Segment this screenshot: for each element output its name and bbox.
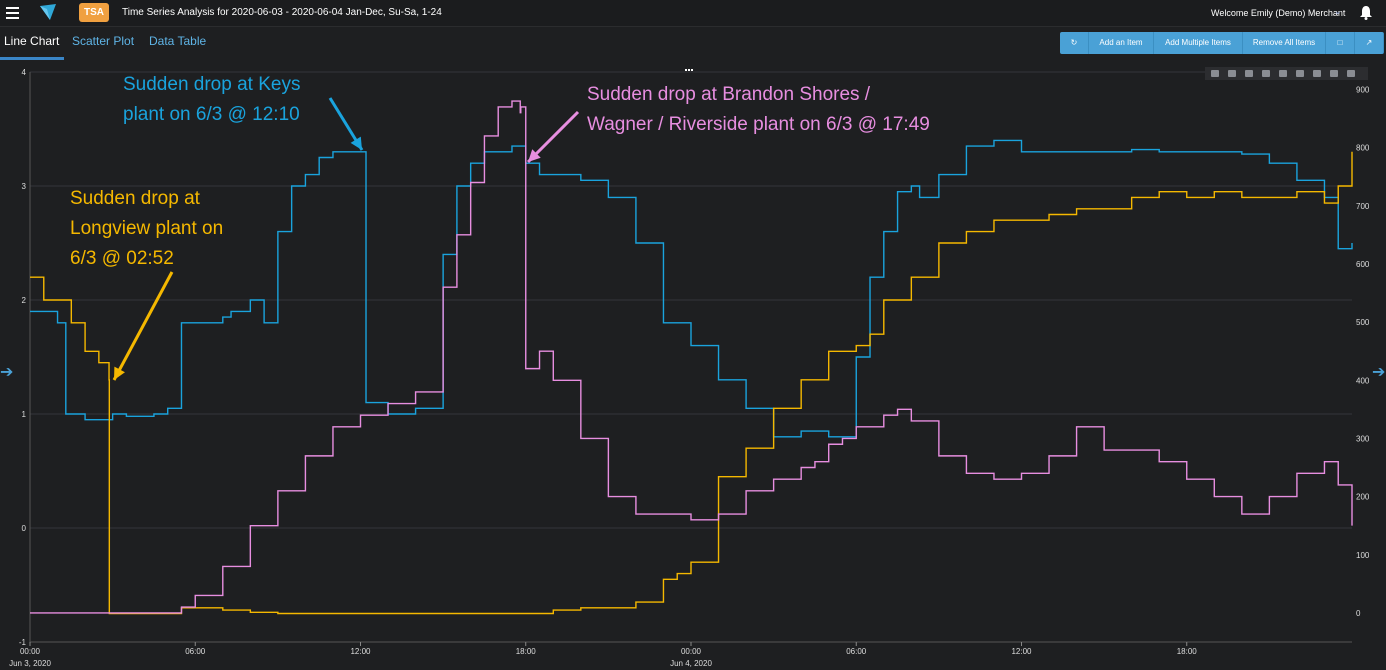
y-left-tick-label: 2	[22, 296, 27, 305]
add-item-button[interactable]: Add an Item	[1089, 32, 1154, 54]
refresh-button[interactable]: ↻	[1060, 32, 1089, 54]
active-tab-indicator	[0, 57, 64, 60]
tab-scatter-plot[interactable]: Scatter Plot	[72, 34, 135, 48]
arrow-longview-head	[114, 366, 125, 380]
chevron-down-icon[interactable]: ⌄	[1334, 6, 1342, 16]
x-tick-label: 00:00	[20, 647, 41, 656]
annotation-keys: Sudden drop at Keys plant on 6/3 @ 12:10	[123, 74, 300, 125]
add-multiple-items-button[interactable]: Add Multiple Items	[1154, 32, 1243, 54]
top-bar: TSA Time Series Analysis for 2020-06-03 …	[0, 0, 1386, 27]
series-line-1	[30, 151, 1353, 615]
bell-icon[interactable]	[1359, 5, 1373, 20]
annotation-longview-line: 6/3 @ 02:52	[70, 248, 174, 269]
arrow-brandon-head	[528, 149, 541, 162]
document-button[interactable]: □	[1326, 32, 1355, 54]
menu-icon[interactable]	[6, 7, 19, 19]
annotation-brandon-line: Sudden drop at Brandon Shores /	[587, 84, 871, 105]
zoom-out-icon[interactable]	[1279, 70, 1287, 77]
x-tick-label: 18:00	[1177, 647, 1198, 656]
y-right-tick-label: 200	[1356, 493, 1370, 502]
y-left-tick-label: 1	[22, 410, 27, 419]
y-right-tick-label: 400	[1356, 376, 1370, 385]
annotation-longview: Sudden drop at Longview plant on 6/3 @ 02:…	[70, 188, 223, 269]
y-left-tick-label: -1	[19, 638, 27, 647]
zoom-in-icon[interactable]	[1262, 70, 1270, 77]
zoom-icon[interactable]	[1228, 70, 1236, 77]
arrow-longview-shaft	[112, 271, 174, 381]
y-left-tick-label: 3	[22, 182, 27, 191]
right-arrow-icon[interactable]: ➔	[1372, 364, 1386, 381]
plot-modebar	[1205, 67, 1368, 80]
x-date-label: Jun 4, 2020	[670, 659, 712, 668]
y-right-tick-label: 500	[1356, 318, 1370, 327]
pan-icon[interactable]	[1245, 70, 1253, 77]
annotation-brandon: Sudden drop at Brandon Shores / Wagner / …	[587, 84, 930, 135]
chart-svg: -1 0 1 2 3 4 0 100 200 300 400 500 600 700 800 900 00:00…	[9, 68, 1370, 668]
y-left-tick-label: 0	[22, 524, 27, 533]
annotation-longview-line: Longview plant on	[70, 218, 223, 239]
y-right-tick-label: 800	[1356, 144, 1370, 153]
x-tick-label: 12:00	[1011, 647, 1032, 656]
x-date-label: Jun 3, 2020	[9, 659, 51, 668]
refresh-icon: ↻	[1070, 38, 1078, 47]
line-chart: -1 0 1 2 3 4 0 100 200 300 400 500 600 700 800 900 00:00…	[0, 62, 1386, 670]
spike-lines-icon[interactable]	[1330, 70, 1338, 77]
x-tick-label: 06:00	[185, 647, 206, 656]
tab-line-chart[interactable]: Line Chart	[4, 34, 60, 48]
x-tick-label: 00:00	[681, 647, 702, 656]
y-right-tick-label: 900	[1356, 85, 1370, 94]
annotation-brandon-line: Wagner / Riverside plant on 6/3 @ 17:49	[587, 114, 930, 135]
remove-all-items-button[interactable]: Remove All Items	[1243, 32, 1326, 54]
annotation-keys-line: Sudden drop at Keys	[123, 74, 300, 95]
series-line-0	[30, 139, 1353, 438]
tab-bar: Line Chart Scatter Plot Data Table ↻ Add…	[0, 27, 1386, 61]
autoscale-icon[interactable]	[1296, 70, 1304, 77]
annotation-keys-line: plant on 6/3 @ 12:10	[123, 104, 300, 125]
reset-axes-icon[interactable]	[1313, 70, 1321, 77]
camera-icon[interactable]	[1211, 70, 1219, 77]
expand-icon: ↗	[1365, 38, 1373, 47]
y-right-tick-label: 300	[1356, 434, 1370, 443]
y-right-tick-label: 0	[1356, 609, 1361, 618]
collapse-handle[interactable]	[685, 58, 695, 71]
user-welcome[interactable]: Welcome Emily (Demo) Merchant	[1211, 8, 1346, 18]
y-right-tick-label: 600	[1356, 260, 1370, 269]
series-line-2	[30, 100, 1353, 614]
x-tick-label: 06:00	[846, 647, 867, 656]
arrow-keys-head	[350, 136, 362, 150]
plotly-logo-icon[interactable]	[1347, 70, 1355, 77]
app-badge[interactable]: TSA	[79, 3, 109, 22]
annotation-longview-line: Sudden drop at	[70, 188, 201, 209]
document-icon: □	[1337, 38, 1343, 47]
expand-button[interactable]: ↗	[1355, 32, 1384, 54]
tab-data-table[interactable]: Data Table	[149, 34, 207, 48]
x-tick-label: 12:00	[350, 647, 371, 656]
y-right-tick-label: 100	[1356, 551, 1370, 560]
y-right-tick-label: 700	[1356, 202, 1370, 211]
x-tick-label: 18:00	[516, 647, 537, 656]
logo-icon[interactable]	[38, 2, 58, 22]
left-arrow-icon[interactable]: ➔	[0, 364, 14, 381]
page-title: Time Series Analysis for 2020-06-03 - 20…	[122, 7, 442, 18]
y-left-tick-label: 4	[22, 68, 27, 77]
